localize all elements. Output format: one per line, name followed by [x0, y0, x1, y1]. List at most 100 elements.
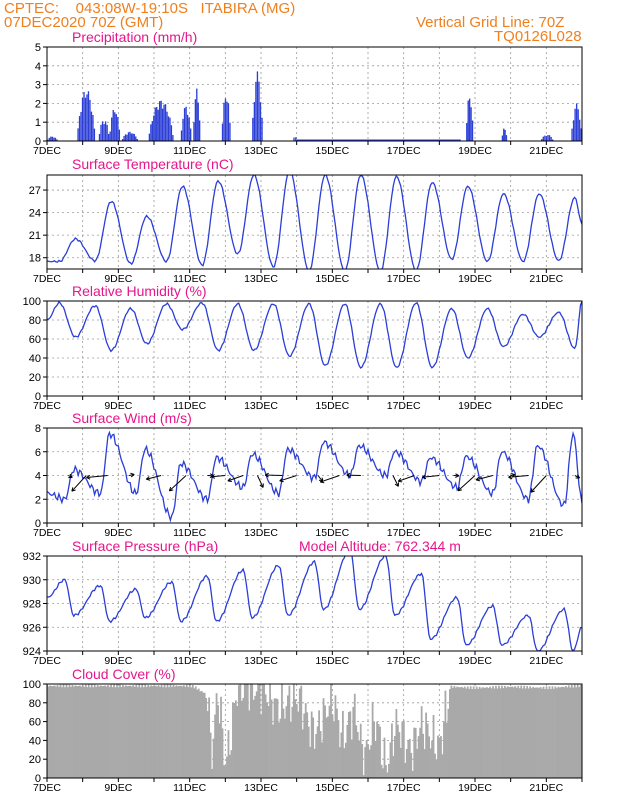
precip-bar — [170, 125, 173, 141]
cloud-bar — [394, 736, 396, 778]
cloud-bar — [563, 687, 566, 778]
cloud-bar — [284, 718, 286, 778]
cloud-bar — [206, 711, 209, 778]
precip-bar — [153, 115, 155, 141]
panel-cloud: 0 20 40 60 80 100 7DEC 9DEC 11DEC 13DEC 15DEC 17DEC… — [23, 679, 583, 794]
cloud-bar — [493, 688, 496, 778]
y-tick-label: 3 — [35, 80, 41, 92]
cloud-bar — [81, 685, 84, 778]
y-tick-label: 924 — [23, 646, 41, 658]
y-tick-label: 8 — [35, 423, 41, 435]
cloud-bar — [156, 686, 159, 778]
cloud-bar — [331, 714, 334, 778]
cloud-bar — [570, 684, 573, 778]
cloud-bar — [573, 684, 576, 778]
wind-arrow-head — [264, 472, 269, 478]
cloud-bar — [446, 722, 448, 778]
precip-bar — [100, 124, 102, 141]
cloud-bar — [402, 720, 405, 778]
precip-bar — [542, 136, 544, 141]
wind-arrow — [169, 475, 187, 492]
cloud-bar — [157, 685, 160, 778]
plot-border — [46, 46, 583, 142]
precip-bar — [572, 120, 575, 141]
y-tick-label: 932 — [23, 551, 41, 563]
cloud-bar — [533, 687, 536, 778]
y-tick-label: 928 — [23, 599, 41, 611]
temp-line — [47, 175, 582, 269]
cloud-bar — [292, 684, 295, 778]
cloud-bar — [481, 687, 484, 778]
cloud-bar — [545, 686, 548, 778]
x-tick-label: 9DEC — [104, 273, 132, 285]
cloud-bar — [385, 765, 387, 778]
cloud-bar — [304, 703, 307, 778]
cloud-bar — [205, 698, 208, 778]
cloud-bar — [144, 684, 147, 778]
cloud-bar — [561, 686, 564, 778]
cloud-bar — [395, 708, 398, 778]
cloud-bar — [521, 688, 524, 778]
cloud-bar — [89, 687, 92, 778]
pressure-line — [47, 556, 582, 651]
cloud-bar — [523, 685, 526, 778]
cloud-bar — [200, 690, 203, 778]
cloud-bar — [524, 688, 527, 778]
y-tick-label: 5 — [35, 42, 41, 54]
precip-bar — [104, 121, 107, 141]
cloud-bar — [316, 726, 319, 778]
cloud-bar — [147, 684, 150, 778]
precip-bar — [224, 98, 227, 141]
cloud-bar — [80, 686, 83, 778]
cloud-bar — [526, 685, 529, 778]
cloud-bar — [187, 687, 190, 778]
cloud-bar — [301, 729, 304, 778]
y-tick-label: 6 — [35, 447, 41, 459]
cloud-bar — [550, 689, 552, 778]
plot-border — [46, 174, 583, 270]
cloud-bar — [107, 685, 109, 778]
wind-arrow-head — [508, 474, 513, 480]
x-tick-label: 9DEC — [104, 400, 132, 412]
cloud-bar — [432, 714, 435, 778]
cloud-bar — [133, 686, 136, 778]
cloud-bar — [132, 685, 135, 778]
cloud-bar — [141, 684, 144, 778]
y-tick-label: 2 — [35, 98, 41, 110]
x-tick-label: 11DEC — [173, 400, 206, 412]
cloud-bar — [285, 706, 288, 778]
cloud-bar — [539, 686, 542, 778]
cloud-bar — [93, 684, 96, 778]
cloud-bar — [215, 693, 218, 778]
cloud-bar — [560, 686, 563, 778]
cloud-bar — [428, 736, 430, 778]
y-tick-label: 930 — [23, 575, 41, 587]
cloud-bar — [566, 687, 569, 778]
cloud-bar — [127, 685, 130, 778]
cloud-bar — [466, 686, 469, 778]
cloud-bar — [87, 684, 90, 778]
cloud-bar — [150, 685, 153, 778]
cloud-bar — [444, 690, 447, 778]
cloud-bar — [484, 687, 487, 778]
y-tick-label: 40 — [29, 353, 41, 365]
cloud-bar — [185, 684, 188, 778]
precip-bar — [293, 137, 295, 141]
cloud-bar — [211, 768, 214, 778]
x-tick-label: 19DEC — [458, 400, 492, 412]
cloud-bar — [468, 688, 471, 778]
precip-bar — [132, 133, 134, 141]
y-tick-label: 40 — [29, 735, 41, 747]
cloud-bar — [242, 697, 245, 778]
x-tick-label: 11DEC — [173, 655, 206, 667]
cloud-bar — [368, 749, 371, 778]
precip-bar — [190, 128, 192, 141]
cloud-bar — [104, 685, 107, 778]
wind-arrow-head — [421, 474, 427, 480]
x-tick-label: 15DEC — [315, 145, 349, 157]
x-tick-label: 7DEC — [33, 273, 61, 285]
cloud-bar — [460, 686, 463, 778]
precip-bar — [123, 135, 125, 141]
precip-bar — [169, 117, 171, 141]
cloud-bar — [508, 687, 511, 778]
